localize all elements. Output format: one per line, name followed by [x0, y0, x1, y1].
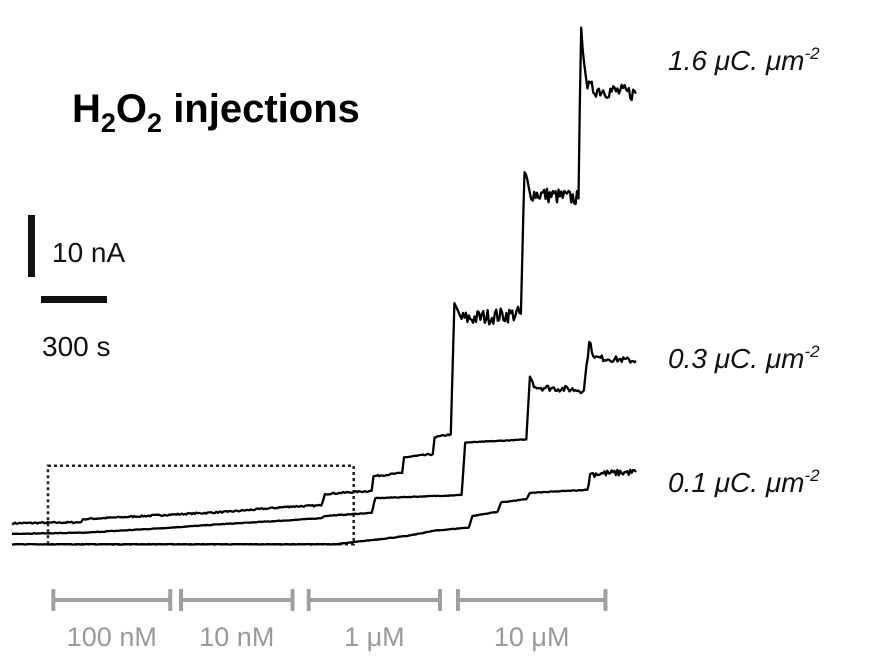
- series-label-text: 0.3 μC. μm: [668, 343, 805, 374]
- current-scale-bar: [28, 215, 35, 277]
- time-scale-bar: [41, 296, 107, 303]
- current-scale-label: 10 nA: [52, 237, 125, 268]
- injection-bracket-1: [51, 589, 173, 611]
- trace-group: [11, 26, 638, 546]
- injection-bracket-group: 100 nM 10 nM 1 μM 10 μM: [51, 589, 608, 652]
- trace-line-2: [12, 340, 637, 536]
- injection-bracket-2: [179, 589, 295, 611]
- series-label-exponent: -2: [805, 44, 821, 63]
- injection-label-4: 10 μM: [494, 622, 570, 652]
- injection-bracket-3: [306, 589, 442, 611]
- injection-label-3: 1 μM: [344, 622, 405, 652]
- series-label-text: 0.1 μC. μm: [668, 467, 805, 498]
- trace-line-3: [11, 468, 637, 546]
- injection-bracket-4: [455, 589, 608, 611]
- scale-bar-group: 10 nA 300 s: [28, 215, 125, 362]
- series-label-3: 0.1 μC. μm-2: [668, 466, 820, 498]
- zoom-box: [46, 464, 355, 546]
- series-label-text: 1.6 μC. μm: [668, 45, 805, 76]
- injection-label-1: 100 nM: [67, 622, 157, 652]
- chart-title: H2O2 injections: [72, 87, 360, 138]
- series-label-exponent: -2: [805, 342, 821, 361]
- series-label-1: 1.6 μC. μm-2: [668, 44, 820, 76]
- series-label-group: 1.6 μC. μm-20.3 μC. μm-20.1 μC. μm-2: [668, 44, 820, 498]
- series-label-2: 0.3 μC. μm-2: [668, 342, 820, 374]
- time-scale-label: 300 s: [42, 331, 111, 362]
- series-label-exponent: -2: [805, 466, 821, 485]
- injection-label-2: 10 nM: [199, 622, 274, 652]
- trace-line-1: [11, 26, 638, 526]
